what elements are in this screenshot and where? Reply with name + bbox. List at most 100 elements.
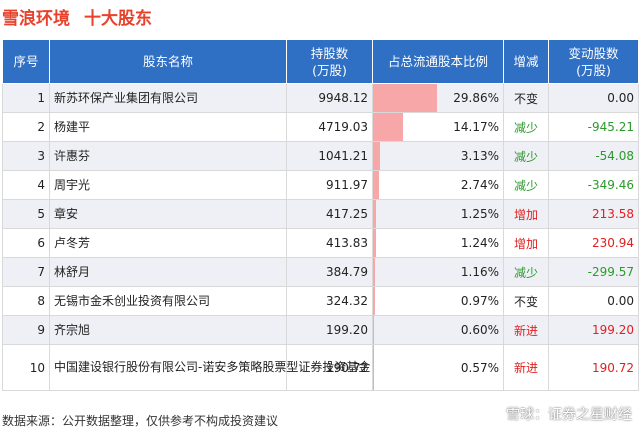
ratio-value: 1.25%: [460, 207, 499, 221]
shares-cell: 384.79: [286, 257, 373, 287]
holder-name-cell: 无锡市金禾创业投资有限公司: [49, 286, 287, 316]
shares-cell: 324.32: [286, 286, 373, 316]
shareholders-table: 序号 股东名称 持股数 (万股) 占总流通股本比例 增减 变动股数 (万股) 1 新苏…: [2, 39, 639, 391]
table-row: 2 杨建平 4719.03 14.17% 减少 -945.21: [2, 112, 639, 142]
change-cell: -54.08: [548, 141, 639, 171]
change-cell: 0.00: [548, 286, 639, 316]
ratio-cell: 29.86%: [372, 83, 504, 113]
ratio-bar: [373, 113, 404, 141]
ratio-value: 1.24%: [460, 236, 499, 250]
trend-cell: 增加: [503, 199, 549, 229]
shares-cell: 4719.03: [286, 112, 373, 142]
page-subtitle: 十大股东: [84, 8, 152, 29]
shares-cell: 413.83: [286, 228, 373, 258]
trend-cell: 减少: [503, 112, 549, 142]
ratio-cell: 0.57%: [372, 344, 504, 391]
shares-cell: 9948.12: [286, 83, 373, 113]
header-trend: 增减: [503, 39, 549, 84]
holder-name-cell: 周宇光: [49, 170, 287, 200]
page-title: 雪浪环境 十大股东: [2, 0, 152, 32]
header-shares: 持股数 (万股): [286, 39, 373, 84]
trend-cell: 减少: [503, 257, 549, 287]
rank-cell: 10: [2, 344, 50, 391]
table-row: 5 章安 417.25 1.25% 增加 213.58: [2, 199, 639, 229]
header-rank: 序号: [2, 39, 50, 84]
ratio-bar: [373, 229, 376, 257]
rank-cell: 9: [2, 315, 50, 345]
ratio-cell: 1.16%: [372, 257, 504, 287]
trend-cell: 增加: [503, 228, 549, 258]
trend-cell: 减少: [503, 141, 549, 171]
holder-name-cell: 杨建平: [49, 112, 287, 142]
header-name: 股东名称: [49, 39, 287, 84]
table-row: 7 林舒月 384.79 1.16% 减少 -299.57: [2, 257, 639, 287]
table-header-row: 序号 股东名称 持股数 (万股) 占总流通股本比例 增减 变动股数 (万股): [2, 39, 639, 84]
ratio-cell: 1.24%: [372, 228, 504, 258]
shares-cell: 417.25: [286, 199, 373, 229]
ratio-cell: 0.60%: [372, 315, 504, 345]
rank-cell: 6: [2, 228, 50, 258]
ratio-bar: [373, 200, 376, 228]
ratio-cell: 3.13%: [372, 141, 504, 171]
snowball-logo-icon: [480, 404, 500, 424]
table-row: 1 新苏环保产业集团有限公司 9948.12 29.86% 不变 0.00: [2, 83, 639, 113]
company-name: 雪浪环境: [2, 8, 70, 29]
table-row: 10 中国建设银行股份有限公司-诺安多策略股票型证券投资基金 190.72 0.57%…: [2, 344, 639, 391]
holder-name-cell: 林舒月: [49, 257, 287, 287]
rank-cell: 2: [2, 112, 50, 142]
ratio-cell: 2.74%: [372, 170, 504, 200]
table-row: 8 无锡市金禾创业投资有限公司 324.32 0.97% 不变 0.00: [2, 286, 639, 316]
change-cell: -945.21: [548, 112, 639, 142]
ratio-bar: [373, 316, 375, 344]
shares-cell: 1041.21: [286, 141, 373, 171]
trend-cell: 不变: [503, 83, 549, 113]
rank-cell: 3: [2, 141, 50, 171]
ratio-value: 2.74%: [460, 178, 499, 192]
rank-cell: 8: [2, 286, 50, 316]
ratio-bar: [373, 287, 376, 315]
data-source-note: 数据来源：公开数据整理，仅供参考不构成投资建议: [2, 414, 279, 428]
change-cell: 0.00: [548, 83, 639, 113]
change-cell: 190.72: [548, 344, 639, 391]
holder-name-cell: 中国建设银行股份有限公司-诺安多策略股票型证券投资基金: [49, 344, 370, 391]
rank-cell: 5: [2, 199, 50, 229]
ratio-bar: [373, 345, 375, 390]
table-row: 4 周宇光 911.97 2.74% 减少 -349.46: [2, 170, 639, 200]
trend-cell: 新进: [503, 315, 549, 345]
ratio-value: 0.97%: [460, 294, 499, 308]
trend-cell: 新进: [503, 344, 549, 391]
holder-name-cell: 齐宗旭: [49, 315, 287, 345]
ratio-bar: [373, 142, 380, 170]
ratio-cell: 14.17%: [372, 112, 504, 142]
ratio-value: 14.17%: [453, 120, 499, 134]
ratio-value: 3.13%: [460, 149, 499, 163]
ratio-value: 1.16%: [460, 265, 499, 279]
header-change: 变动股数 (万股): [548, 39, 639, 84]
table-row: 6 卢冬芳 413.83 1.24% 增加 230.94: [2, 228, 639, 258]
holder-name-cell: 新苏环保产业集团有限公司: [49, 83, 287, 113]
change-cell: 199.20: [548, 315, 639, 345]
rank-cell: 7: [2, 257, 50, 287]
ratio-bar: [373, 171, 379, 199]
change-cell: -299.57: [548, 257, 639, 287]
header-ratio: 占总流通股本比例: [372, 39, 504, 84]
ratio-bar: [373, 258, 376, 286]
trend-cell: 不变: [503, 286, 549, 316]
brand-watermark: 雪球：证券之星财经: [480, 404, 632, 424]
table-row: 3 许惠芬 1041.21 3.13% 减少 -54.08: [2, 141, 639, 171]
change-cell: -349.46: [548, 170, 639, 200]
ratio-cell: 0.97%: [372, 286, 504, 316]
ratio-value: 29.86%: [453, 91, 499, 105]
trend-cell: 减少: [503, 170, 549, 200]
rank-cell: 4: [2, 170, 50, 200]
change-cell: 213.58: [548, 199, 639, 229]
shares-cell: 199.20: [286, 315, 373, 345]
ratio-value: 0.60%: [460, 323, 499, 337]
ratio-value: 0.57%: [460, 360, 499, 375]
rank-cell: 1: [2, 83, 50, 113]
ratio-cell: 1.25%: [372, 199, 504, 229]
holder-name-cell: 卢冬芳: [49, 228, 287, 258]
change-cell: 230.94: [548, 228, 639, 258]
brand-text: 雪球：证券之星财经: [506, 407, 632, 423]
table-row: 9 齐宗旭 199.20 0.60% 新进 199.20: [2, 315, 639, 345]
